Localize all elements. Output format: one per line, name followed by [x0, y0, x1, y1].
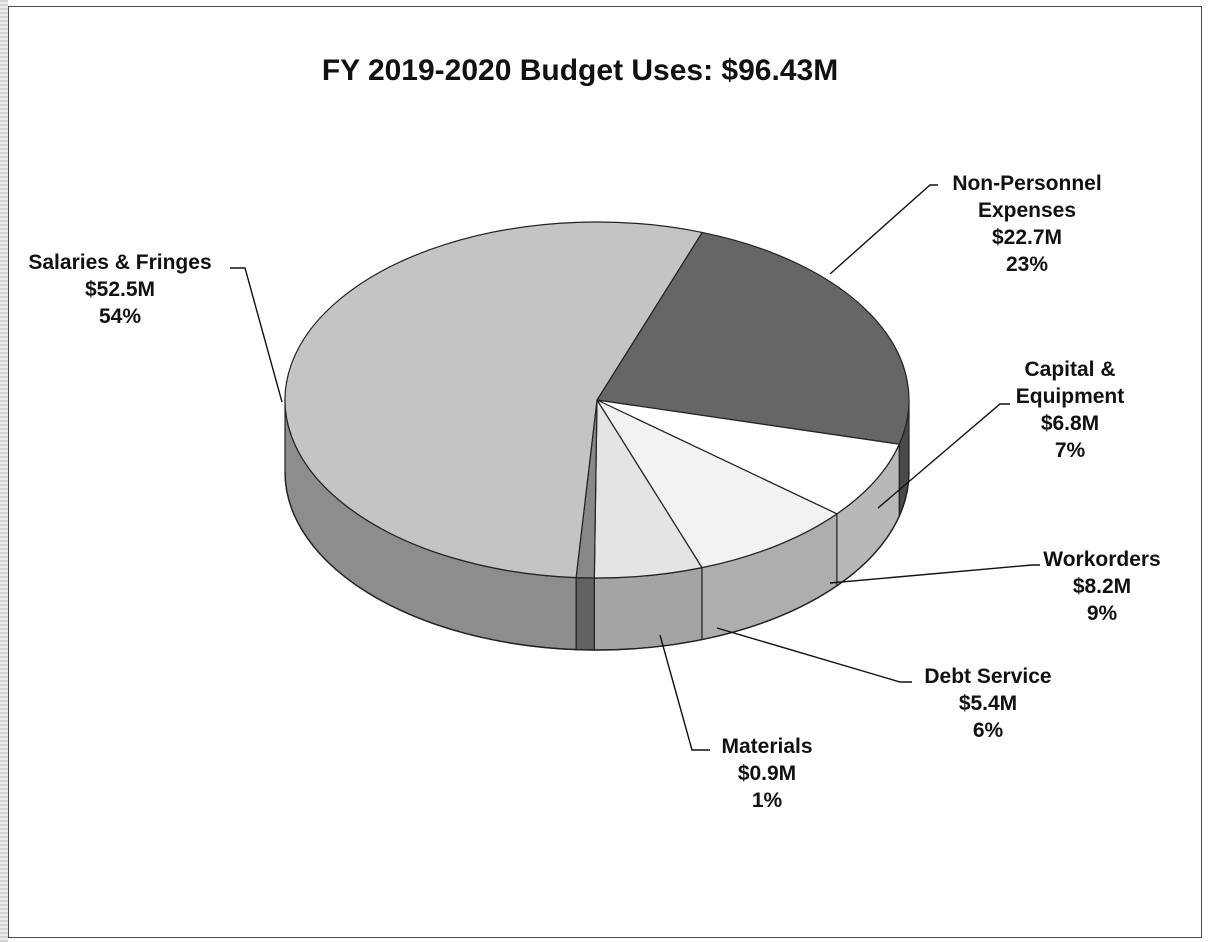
slice-non-personnel-expenses [596, 231, 910, 445]
label-name: Capital & [1024, 358, 1115, 381]
slice-side-materials [575, 576, 595, 651]
label-name: Workorders [1043, 548, 1160, 571]
leader-line-materials [659, 634, 710, 751]
label-amount: $6.8M [1041, 412, 1099, 435]
label-name: Salaries & Fringes [28, 251, 211, 274]
label-name: Debt Service [924, 665, 1051, 688]
label-amount: $52.5M [85, 278, 155, 301]
slice-salaries-fringes [284, 221, 704, 579]
leader-line-salaries-fringes [230, 267, 283, 403]
leader-line-non-personnel-expenses [829, 184, 938, 275]
label-name: Equipment [1016, 385, 1125, 408]
label-non-personnel-expenses: Non-Personnel Expenses $22.7M 23% [952, 172, 1101, 276]
label-percent: 1% [752, 789, 783, 812]
pie-top [284, 221, 910, 579]
label-debt-service: Debt Service $5.4M 6% [924, 665, 1051, 742]
leader-line-capital-equipment [877, 403, 1010, 509]
label-amount: $8.2M [1073, 575, 1131, 598]
label-percent: 23% [1006, 253, 1048, 276]
pie-sides [284, 399, 910, 651]
scan-edge-strip [0, 0, 8, 942]
label-percent: 7% [1055, 439, 1086, 462]
leader-line-debt-service [716, 627, 912, 683]
label-amount: $22.7M [992, 226, 1062, 249]
leader-line-workorders [829, 564, 1040, 584]
slice-workorders [595, 398, 839, 569]
label-capital-equipment: Capital & Equipment $6.8M 7% [1016, 358, 1125, 462]
label-name: Non-Personnel [952, 172, 1101, 195]
chart-title: FY 2019-2020 Budget Uses: $96.43M [322, 54, 838, 87]
label-name: Materials [721, 735, 812, 758]
slice-side-debt-service [593, 566, 703, 651]
leader-lines [230, 184, 1040, 751]
label-percent: 9% [1087, 602, 1118, 625]
slice-capital-equipment [596, 399, 901, 515]
label-materials: Materials $0.9M 1% [721, 735, 812, 812]
label-workorders: Workorders $8.2M 9% [1043, 548, 1160, 625]
slice-labels: Non-Personnel Expenses $22.7M 23% Capital & E… [28, 172, 1160, 812]
pie-bottom-rim [284, 471, 910, 651]
label-percent: 54% [99, 305, 141, 328]
label-percent: 6% [973, 719, 1004, 742]
label-salaries-fringes: Salaries & Fringes $52.5M 54% [28, 251, 211, 328]
label-amount: $5.4M [959, 692, 1017, 715]
label-name: Expenses [978, 199, 1076, 222]
label-amount: $0.9M [738, 762, 796, 785]
